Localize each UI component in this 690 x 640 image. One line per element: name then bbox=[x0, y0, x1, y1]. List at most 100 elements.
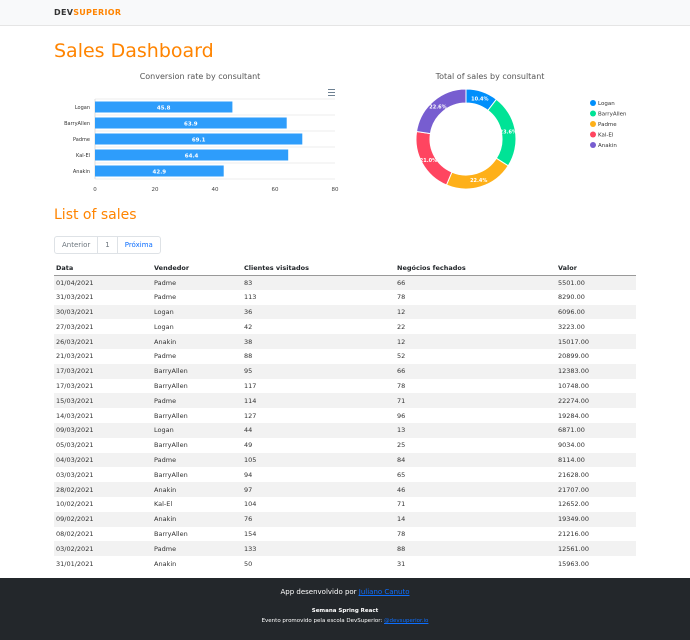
table-row: 08/02/2021 BarryAllen 154 78 21216.00 bbox=[54, 527, 636, 542]
cell-visited: 133 bbox=[244, 544, 257, 553]
category-label: BarryAllen bbox=[64, 121, 90, 127]
cell-amount: 21216.00 bbox=[558, 529, 590, 538]
cell-amount: 21707.00 bbox=[558, 485, 590, 494]
cell-visited: 154 bbox=[244, 529, 257, 538]
x-tick-label: 0 bbox=[93, 187, 97, 193]
cell-date: 05/03/2021 bbox=[56, 441, 94, 450]
cell-deals: 22 bbox=[397, 322, 406, 331]
menu-line bbox=[328, 89, 335, 90]
cell-deals: 31 bbox=[397, 559, 406, 568]
cell-deals: 78 bbox=[397, 293, 406, 302]
logo-dev: DEV bbox=[54, 8, 74, 17]
cell-seller: Padme bbox=[154, 293, 177, 302]
table-row: 30/03/2021 Logan 36 12 6096.00 bbox=[54, 304, 636, 320]
page-1-button[interactable]: 1 bbox=[98, 237, 118, 253]
cell-deals: 12 bbox=[397, 307, 406, 316]
cell-deals: 78 bbox=[397, 529, 406, 538]
legend-label: Padme bbox=[598, 122, 617, 128]
cell-date: 01/04/2021 bbox=[56, 278, 94, 287]
logo[interactable]: DEVSUPERIOR bbox=[54, 8, 121, 17]
x-tick-label: 40 bbox=[212, 187, 219, 193]
cell-deals: 71 bbox=[397, 396, 406, 405]
hamburger-menu-icon[interactable] bbox=[328, 89, 335, 96]
cell-visited: 105 bbox=[244, 455, 257, 464]
header-date: Data bbox=[54, 261, 152, 276]
cell-visited: 94 bbox=[244, 470, 253, 479]
bar-chart-title: Conversion rate by consultant bbox=[139, 72, 261, 81]
legend-marker bbox=[590, 142, 596, 148]
instagram-link[interactable]: @devsuperior.io bbox=[384, 618, 429, 624]
bar bbox=[95, 165, 224, 177]
next-page-button[interactable]: Próxima bbox=[124, 241, 153, 249]
cell-deals: 65 bbox=[397, 470, 406, 479]
cell-visited: 104 bbox=[244, 500, 257, 509]
pagination: Anterior 1 Próxima bbox=[54, 236, 161, 254]
cell-amount: 10748.00 bbox=[558, 381, 590, 390]
cell-amount: 15963.00 bbox=[558, 559, 590, 568]
cell-date: 27/03/2021 bbox=[56, 322, 94, 331]
cell-seller: BarryAllen bbox=[154, 367, 188, 376]
cell-seller: BarryAllen bbox=[154, 529, 188, 538]
cell-deals: 12 bbox=[397, 337, 406, 346]
cell-deals: 84 bbox=[397, 455, 406, 464]
slice-data-label: 23.6% bbox=[500, 129, 517, 135]
cell-date: 30/03/2021 bbox=[56, 307, 94, 316]
donut-chart-title: Total of sales by consultant bbox=[435, 72, 545, 81]
bar bbox=[95, 133, 303, 145]
cell-seller: Padme bbox=[154, 455, 177, 464]
cell-date: 21/03/2021 bbox=[56, 352, 94, 361]
cell-seller: Padme bbox=[154, 278, 177, 287]
cell-date: 17/03/2021 bbox=[56, 381, 94, 390]
prev-page-button[interactable]: Anterior bbox=[55, 237, 99, 253]
cell-deals: 88 bbox=[397, 544, 406, 553]
cell-deals: 78 bbox=[397, 381, 406, 390]
cell-amount: 6871.00 bbox=[558, 426, 585, 435]
bar-data-label: 63.9 bbox=[184, 122, 198, 128]
cell-visited: 117 bbox=[244, 381, 257, 390]
table-row: 05/03/2021 BarryAllen 49 25 9034.00 bbox=[54, 438, 636, 453]
table-row: 03/02/2021 Padme 133 88 12561.00 bbox=[54, 541, 636, 557]
cell-date: 04/03/2021 bbox=[56, 455, 94, 464]
cell-seller: Kal-El bbox=[154, 500, 173, 509]
cell-visited: 50 bbox=[244, 559, 253, 568]
cell-amount: 21628.00 bbox=[558, 470, 590, 479]
cell-visited: 127 bbox=[244, 411, 257, 420]
x-tick-label: 20 bbox=[152, 187, 159, 193]
cell-amount: 8290.00 bbox=[558, 293, 585, 302]
table-row: 17/03/2021 BarryAllen 95 66 12383.00 bbox=[54, 363, 636, 379]
table-row: 31/03/2021 Padme 113 78 8290.00 bbox=[54, 290, 636, 305]
cell-date: 10/02/2021 bbox=[56, 500, 94, 509]
cell-visited: 49 bbox=[244, 441, 253, 450]
bar bbox=[95, 149, 289, 161]
legend-marker bbox=[590, 131, 596, 138]
cell-visited: 97 bbox=[244, 485, 253, 494]
legend-label: BarryAllen bbox=[598, 112, 627, 118]
footer-event: Semana Spring React bbox=[311, 608, 379, 614]
table-row: 21/03/2021 Padme 88 52 20899.00 bbox=[54, 349, 636, 364]
list-title: List of sales bbox=[54, 207, 137, 223]
author-link[interactable]: Juliano Canuto bbox=[358, 588, 410, 596]
category-label: Kal-El bbox=[76, 153, 90, 159]
footer-dev-text: App desenvolvido por bbox=[280, 588, 359, 596]
cell-deals: 13 bbox=[397, 426, 406, 435]
menu-line bbox=[328, 95, 335, 96]
table-row: 03/03/2021 BarryAllen 94 65 21628.00 bbox=[54, 467, 636, 482]
table-row: 26/03/2021 Anakin 38 12 15017.00 bbox=[54, 334, 636, 349]
bar bbox=[95, 117, 287, 129]
footer: App desenvolvido por Juliano Canuto Sema… bbox=[0, 578, 690, 640]
cell-date: 15/03/2021 bbox=[56, 396, 94, 405]
cell-deals: 52 bbox=[397, 352, 406, 361]
bar-data-label: 42.9 bbox=[153, 170, 167, 176]
menu-line bbox=[328, 92, 335, 93]
bar-data-label: 45.8 bbox=[157, 106, 171, 112]
cell-amount: 19284.00 bbox=[558, 411, 590, 420]
cell-seller: Logan bbox=[154, 322, 174, 331]
x-tick-label: 80 bbox=[332, 187, 339, 193]
legend-label: Kal-El bbox=[598, 133, 614, 139]
table-row: 10/02/2021 Kal-El 104 71 12652.00 bbox=[54, 497, 636, 512]
legend-label: Logan bbox=[598, 101, 615, 107]
cell-date: 31/03/2021 bbox=[56, 293, 94, 302]
cell-visited: 36 bbox=[244, 307, 253, 316]
table-row: 04/03/2021 Padme 105 84 8114.00 bbox=[54, 452, 636, 468]
legend-label: Anakin bbox=[598, 143, 617, 149]
